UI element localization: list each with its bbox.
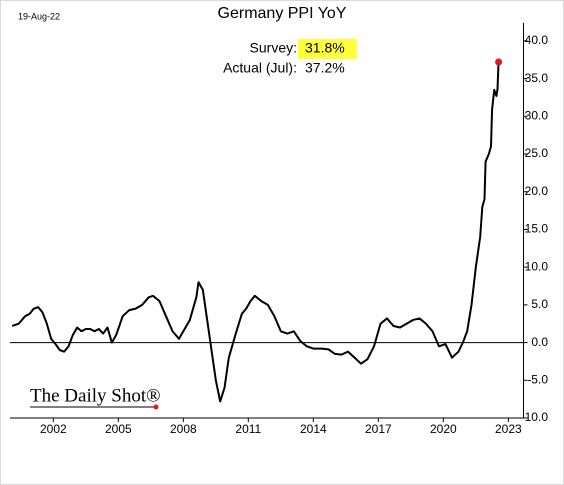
source-logo: The Daily Shot® — [30, 385, 161, 406]
logo-dot — [153, 404, 159, 410]
x-tick-label: 2014 — [300, 422, 327, 436]
x-tick-label: 2020 — [430, 422, 457, 436]
x-tick-label: 2023 — [495, 422, 522, 436]
y-tick-label: 40.0 — [525, 33, 549, 47]
x-tick-label: 2008 — [170, 422, 197, 436]
y-tick-label: -10.0 — [521, 410, 549, 424]
y-tick-label: 0.0 — [531, 335, 548, 349]
survey-label: Survey: — [250, 40, 297, 56]
y-tick-label: -5.0 — [527, 372, 548, 386]
y-tick-label: 35.0 — [525, 71, 549, 85]
survey-value: 31.8% — [305, 40, 345, 56]
x-tick-label: 2002 — [40, 422, 67, 436]
actual-value: 37.2% — [305, 60, 345, 76]
x-tick-label: 2017 — [365, 422, 392, 436]
y-tick-label: 15.0 — [525, 222, 549, 236]
date-label: 19-Aug-22 — [18, 11, 60, 21]
y-tick-label: 5.0 — [531, 297, 548, 311]
highlight — [298, 39, 357, 59]
line-series — [11, 61, 500, 403]
x-tick-label: 2005 — [105, 422, 132, 436]
y-tick-label: 30.0 — [525, 108, 549, 122]
y-tick-label: 25.0 — [525, 146, 549, 160]
chart-title: Germany PPI YoY — [218, 5, 347, 22]
actual-label: Actual (Jul): — [223, 60, 297, 76]
y-tick-label: 10.0 — [525, 259, 549, 273]
y-tick-label: 20.0 — [525, 184, 549, 198]
last-point — [495, 58, 503, 66]
x-tick-label: 2011 — [235, 422, 261, 436]
